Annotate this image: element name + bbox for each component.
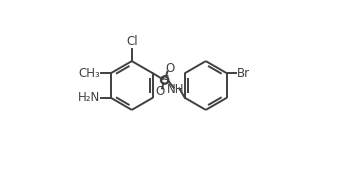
Text: S: S — [161, 74, 169, 87]
Text: O: O — [155, 85, 164, 98]
Text: Cl: Cl — [126, 36, 138, 49]
Text: H₂N: H₂N — [78, 91, 100, 104]
Text: NH: NH — [167, 83, 184, 96]
Text: CH₃: CH₃ — [78, 67, 100, 80]
Text: Br: Br — [237, 67, 250, 80]
Text: O: O — [165, 62, 174, 75]
